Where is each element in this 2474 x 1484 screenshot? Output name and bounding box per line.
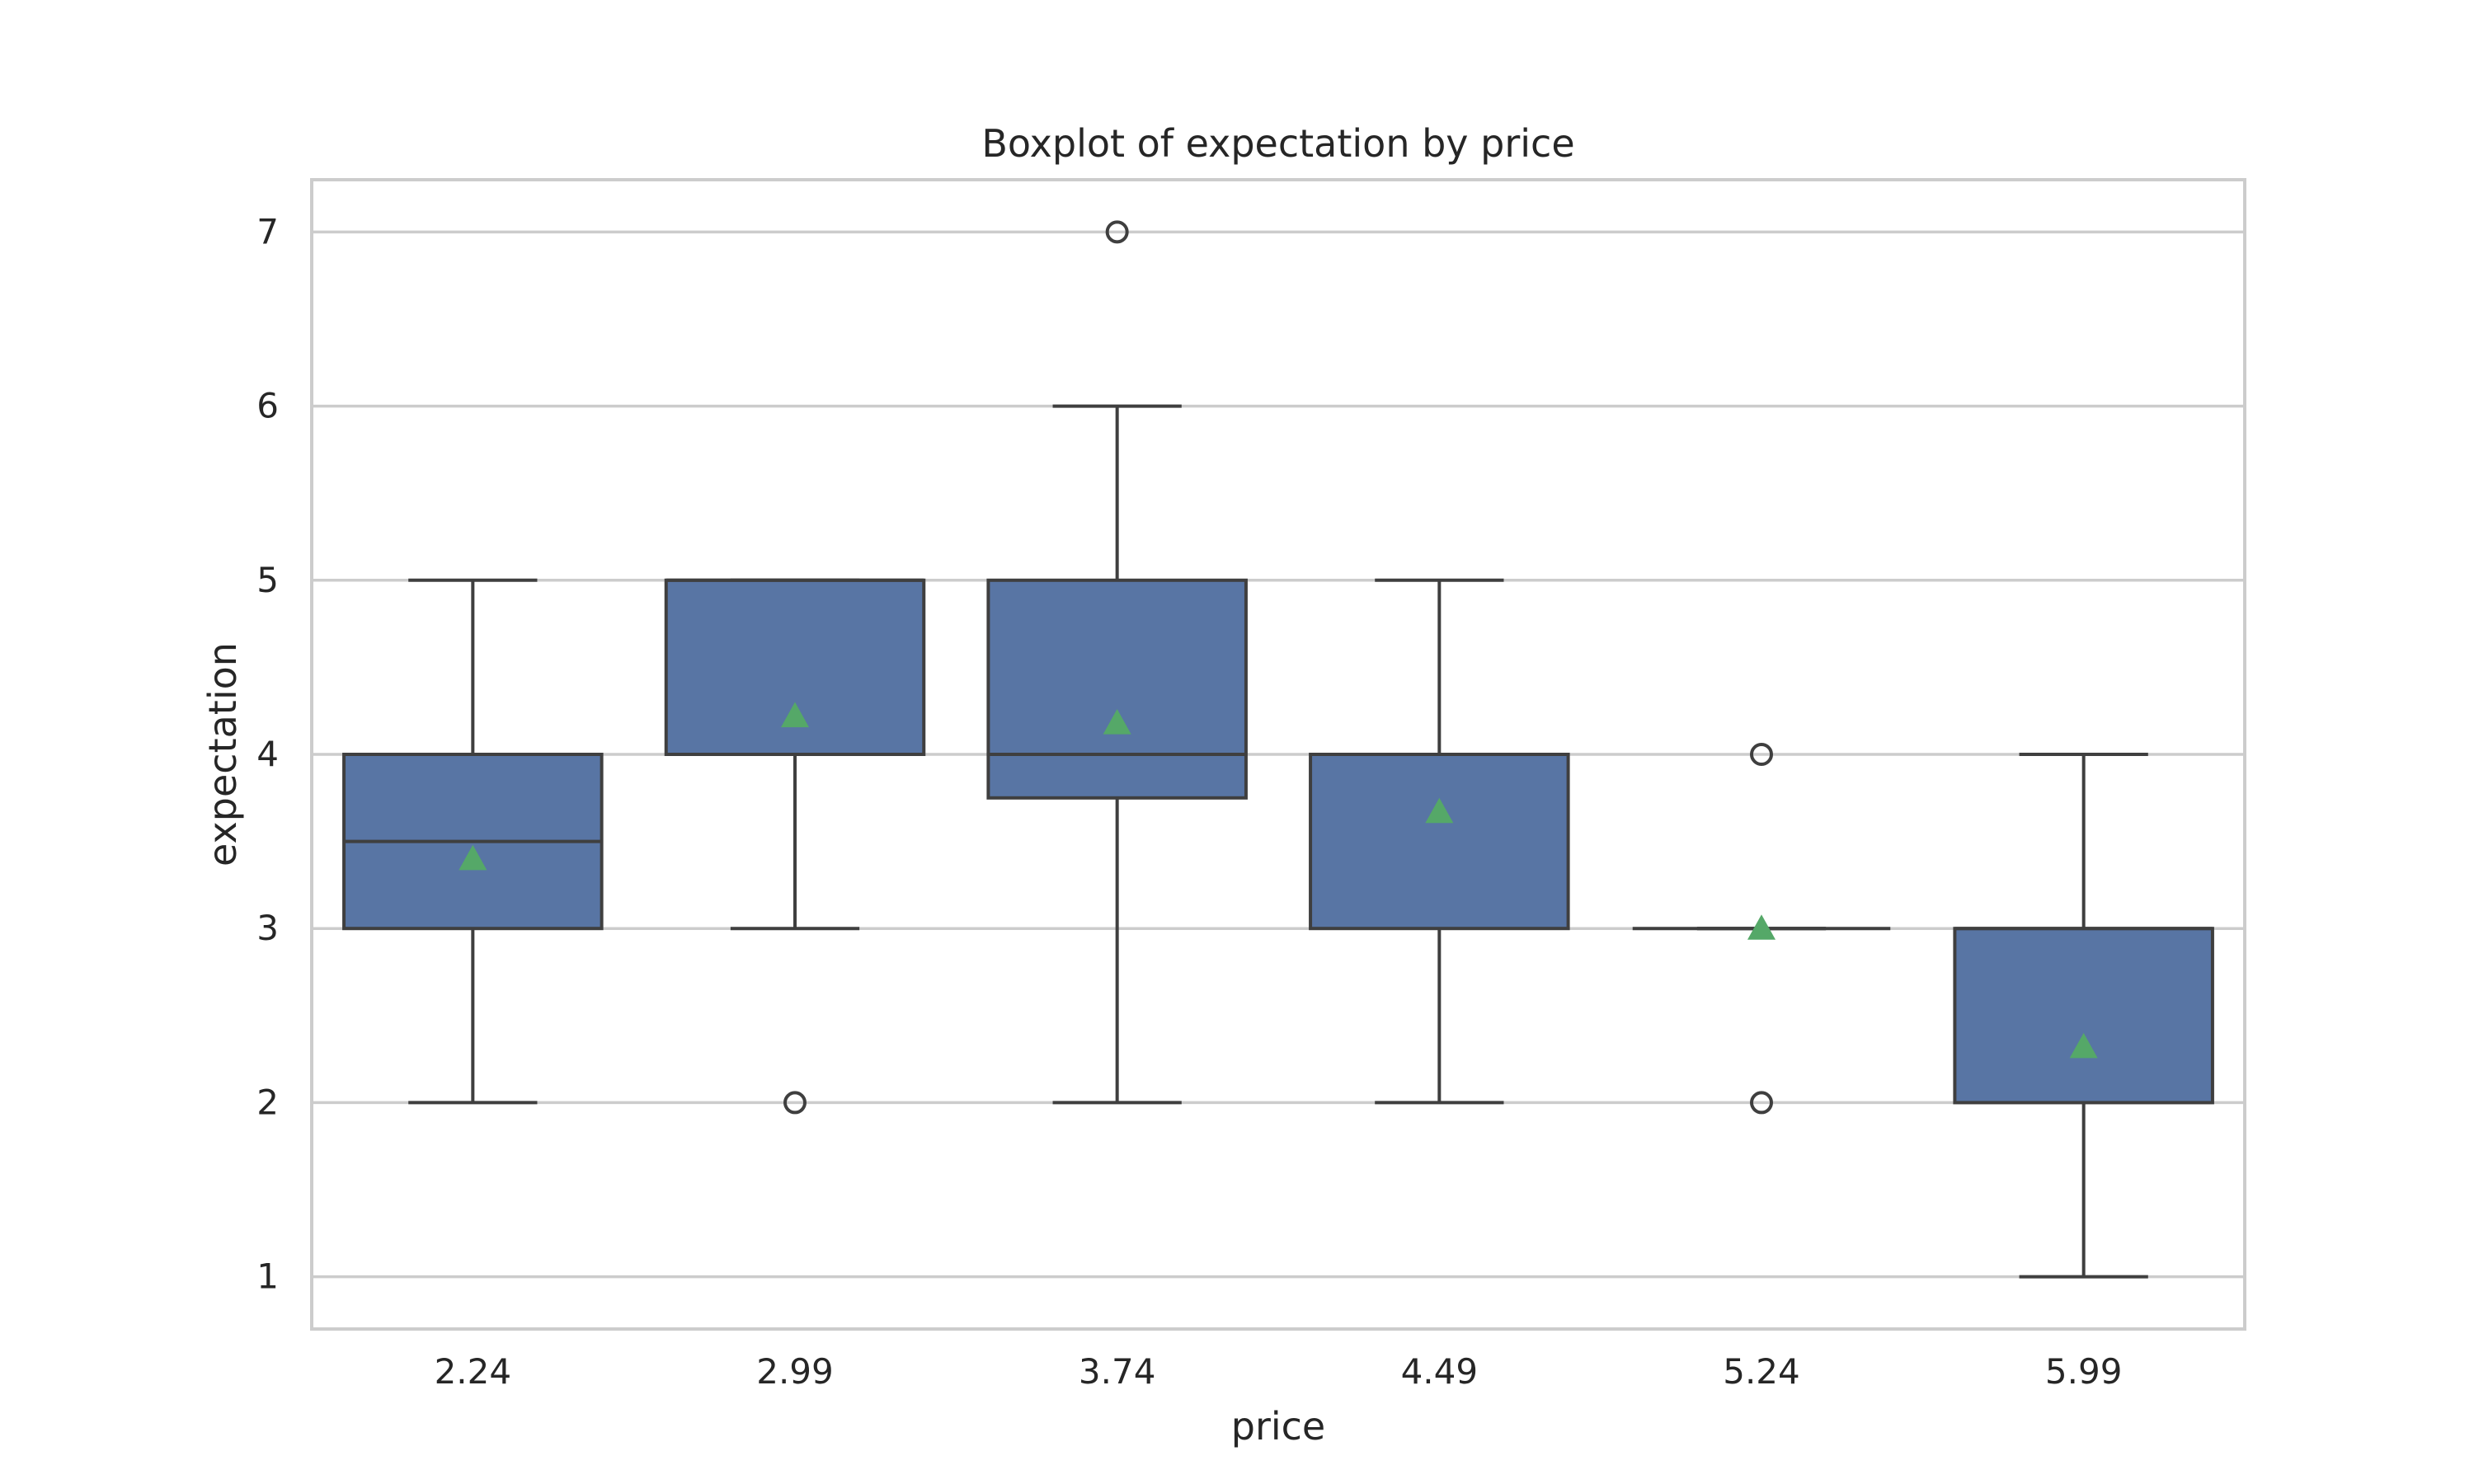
mean-marker (1103, 708, 1131, 735)
grid-lines (312, 230, 2245, 1279)
box-group (1309, 578, 1570, 1105)
x-axis-label: price (1231, 1404, 1325, 1449)
outlier-point (1105, 220, 1129, 244)
boxes (342, 220, 2214, 1279)
x-tick-label: 2.24 (435, 1351, 512, 1392)
y-tick-label: 4 (256, 734, 279, 774)
mean-marker (1425, 797, 1454, 824)
mean-marker (781, 702, 809, 728)
chart-title: Boxplot of expectation by price (981, 121, 1574, 166)
y-tick-label: 5 (256, 560, 279, 600)
x-tick-label: 5.24 (1723, 1351, 1800, 1392)
mean-marker (459, 844, 487, 871)
y-tick-label: 3 (256, 908, 279, 948)
y-tick-label: 1 (256, 1256, 279, 1297)
iqr-box (664, 578, 926, 757)
box-group (1632, 743, 1891, 1115)
box-group (664, 578, 926, 1115)
x-tick-label: 2.99 (756, 1351, 834, 1392)
y-axis-label: expectation (200, 642, 245, 866)
y-tick-label: 2 (256, 1082, 279, 1122)
y-tick-label: 6 (256, 386, 279, 426)
iqr-box (1953, 927, 2214, 1105)
x-tick-label: 4.49 (1401, 1351, 1479, 1392)
tick-labels: 1 2 3 4 5 6 7 2.24 2.99 3.74 4.49 5.24 5.99 (256, 211, 2122, 1392)
outlier-point (1750, 743, 1773, 766)
box-group (342, 578, 604, 1105)
outlier-point (783, 1091, 807, 1115)
plot-frame (310, 178, 2246, 1331)
y-tick-label: 7 (256, 211, 279, 251)
x-tick-label: 5.99 (2045, 1351, 2123, 1392)
mean-marker (1747, 914, 1776, 940)
x-tick-label: 3.74 (1079, 1351, 1156, 1392)
outlier-point (1750, 1091, 1773, 1115)
box-group (986, 220, 1248, 1105)
iqr-box (986, 578, 1248, 800)
box-group (1953, 753, 2214, 1279)
mean-marker (2069, 1032, 2098, 1059)
iqr-box (1309, 753, 1570, 931)
